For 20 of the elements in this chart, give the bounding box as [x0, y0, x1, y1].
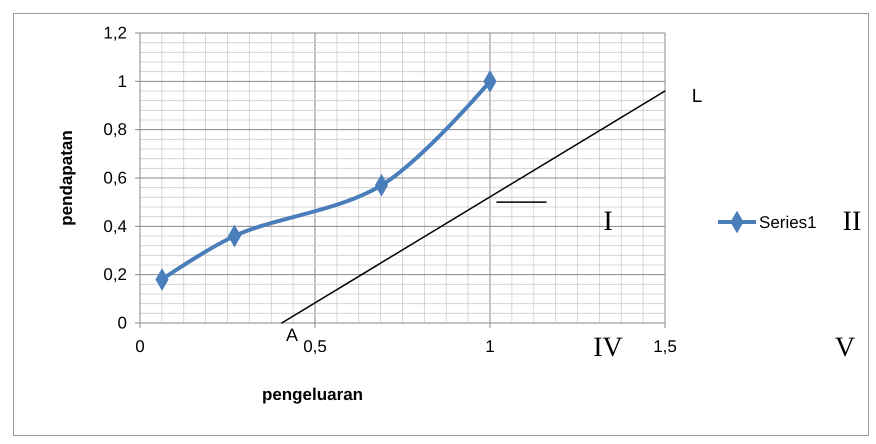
legend-label: Series1 — [759, 213, 817, 232]
y-tick-label: 0 — [118, 313, 127, 332]
y-tick-label: 1,2 — [103, 23, 127, 42]
y-axis-title: pendapatan — [57, 130, 76, 226]
x-axis-title: pengeluaran — [262, 385, 364, 404]
y-tick-label: 0,2 — [103, 265, 127, 284]
text: L — [692, 86, 702, 107]
text: A — [286, 325, 298, 345]
x-tick-label: 1,5 — [653, 337, 677, 356]
text: II — [842, 206, 862, 237]
annotation: I — [603, 206, 613, 237]
y-tick-label: 0,4 — [103, 216, 127, 236]
x-tick-label: 0,5 — [303, 337, 327, 356]
x-tick-label: 1 — [485, 337, 495, 356]
y-tick-label: 0,6 — [103, 168, 127, 188]
y-tick-label: 0,8 — [103, 120, 127, 140]
text: V — [834, 332, 856, 363]
y-tick-label: 1 — [118, 72, 127, 91]
text: IV — [593, 332, 623, 363]
x-tick-label: 0 — [135, 337, 145, 356]
